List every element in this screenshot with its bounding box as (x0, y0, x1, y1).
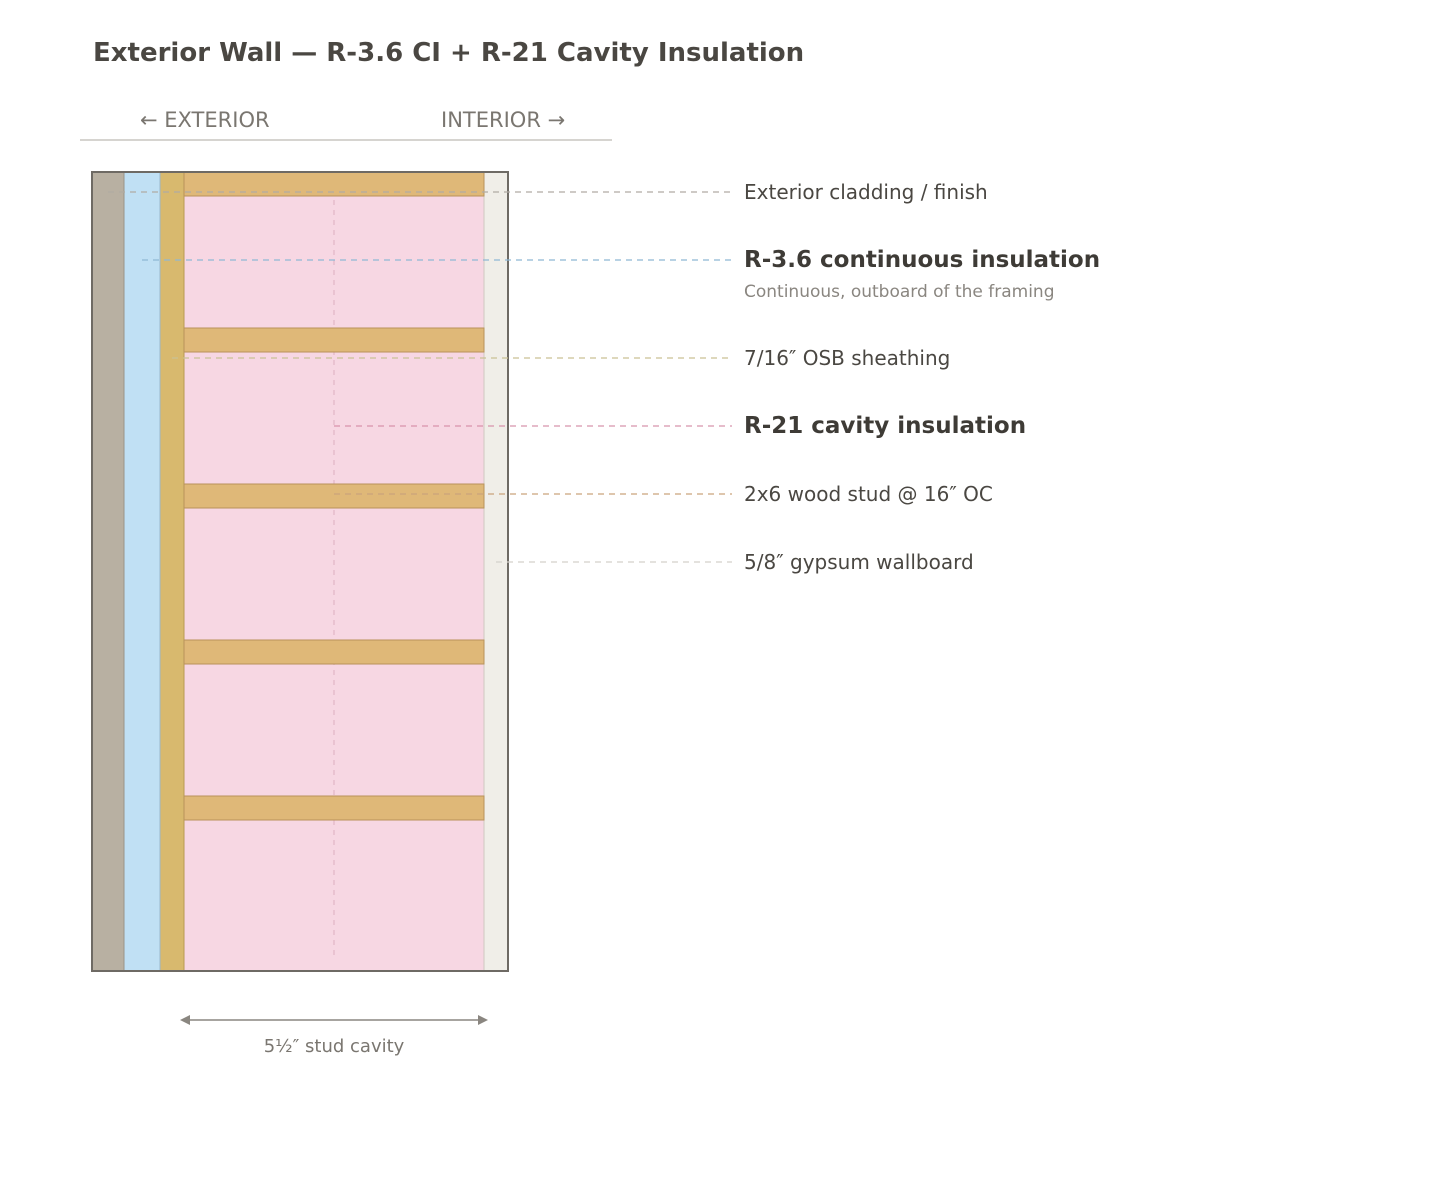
interior-direction-label: INTERIOR → (441, 108, 565, 132)
gypsum-wallboard-layer (484, 172, 508, 971)
dimension-arrow-right-icon (478, 1015, 488, 1025)
stud-label: 2x6 wood stud @ 16″ OC (744, 482, 993, 506)
ci-sublabel: Continuous, outboard of the framing (744, 282, 1055, 302)
wood-stud (183, 327, 485, 353)
gypsum-label: 5/8″ gypsum wallboard (744, 550, 974, 574)
wall-outline (91, 171, 509, 972)
exterior-direction-label: ← EXTERIOR (140, 108, 270, 132)
cladding-layer (92, 172, 124, 971)
osb-sheathing-layer (160, 172, 184, 971)
continuous-insulation-layer (124, 172, 160, 971)
cavity-label: R-21 cavity insulation (744, 413, 1026, 439)
wood-stud (183, 483, 485, 509)
wood-stud (183, 639, 485, 665)
cavity-dimension-label: 5½″ stud cavity (264, 1036, 405, 1057)
dimension-arrow-left-icon (180, 1015, 190, 1025)
diagram-title: Exterior Wall — R-3.6 CI + R-21 Cavity I… (93, 38, 805, 68)
wood-stud (183, 795, 485, 821)
cladding-label: Exterior cladding / finish (744, 180, 988, 204)
ci-label: R-3.6 continuous insulation (744, 247, 1100, 273)
osb-label: 7/16″ OSB sheathing (744, 346, 950, 370)
